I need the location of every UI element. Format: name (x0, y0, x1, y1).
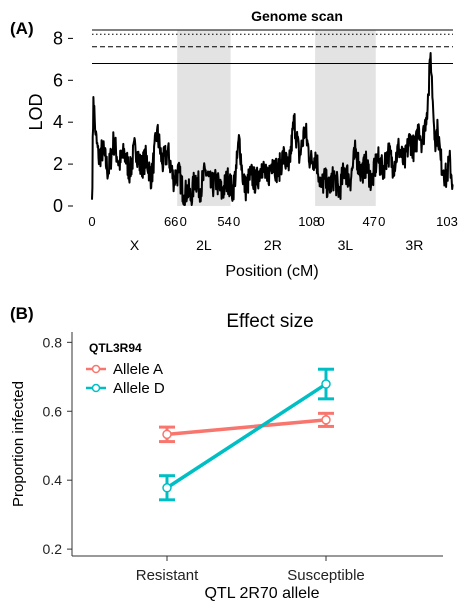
legend-item-allele-a: Allele A (86, 361, 163, 378)
legend-item-allele-d: Allele D (86, 380, 165, 397)
chromosome-label: 2L (196, 237, 212, 253)
x-tick-label: 54 (217, 214, 231, 229)
threshold-lines (92, 33, 453, 65)
y-tick-label: 4 (53, 112, 63, 132)
x-tick-label: 66 (164, 214, 178, 229)
panel-b-legend: QTL3R94 Allele A Allele D (86, 341, 165, 397)
y-tick-label: 0 (53, 196, 63, 216)
y-tick-label: 0.2 (43, 541, 63, 557)
y-tick-label: 6 (53, 70, 63, 90)
series-line (166, 418, 327, 437)
panel-a-label: (A) (10, 19, 34, 38)
lod-profile-line (91, 52, 454, 206)
legend-label: Allele A (113, 361, 163, 378)
panel-a-title: Genome scan (251, 8, 343, 24)
panel-b-title: Effect size (226, 311, 313, 332)
chromosome-shading (177, 30, 376, 206)
panel-b-label: (B) (10, 304, 34, 323)
panel-b-x-axis-title: QTL 2R70 allele (204, 585, 319, 602)
x-tick-label: 0 (233, 214, 240, 229)
x-tick-label: 103 (436, 214, 458, 229)
data-point (162, 483, 172, 493)
x-tick-label: Susceptible (287, 567, 365, 584)
legend-key-point (91, 383, 101, 393)
chromosome-label: X (130, 237, 140, 253)
y-tick-label: 0.6 (43, 403, 63, 419)
panel-b-series (159, 367, 334, 502)
x-tick-label: 47 (363, 214, 377, 229)
panel-b: (B) Effect size 0.2 0.4 0.6 0.8 Resistant Su… (10, 304, 443, 602)
series-allele-a (159, 411, 334, 444)
x-tick-label: 108 (298, 214, 320, 229)
x-tick-label: 0 (378, 214, 385, 229)
legend-title: QTL3R94 (89, 341, 142, 355)
panel-a-y-axis-title: LOD (26, 93, 46, 130)
y-tick-label: 0.4 (43, 472, 63, 488)
data-point (321, 379, 331, 389)
panel-b-y-axis-title: Proportion infected (10, 381, 27, 507)
panel-b-x-axis: Resistant Susceptible (136, 556, 365, 584)
y-tick-label: 0.8 (43, 334, 63, 350)
series-line (166, 382, 327, 490)
panel-a-x-axis-title: Position (cM) (225, 263, 318, 280)
series-allele-d (159, 367, 334, 502)
y-tick-label: 8 (53, 28, 63, 48)
panel-a-y-axis: 0 2 4 6 8 (53, 28, 73, 216)
data-point (321, 415, 331, 425)
panel-b-y-axis: 0.2 0.4 0.6 0.8 (43, 334, 72, 557)
y-tick-label: 2 (53, 154, 63, 174)
chromosome-label: 3L (338, 237, 354, 253)
legend-label: Allele D (113, 380, 165, 397)
x-tick-label: 0 (180, 214, 187, 229)
chromosome-label: 3R (405, 237, 423, 253)
chromosome-label: 2R (264, 237, 282, 253)
x-tick-label: 0 (88, 214, 95, 229)
data-point (162, 429, 172, 440)
legend-key-point (91, 364, 101, 374)
x-tick-label: Resistant (136, 567, 199, 584)
x-tick-label: 0 (317, 214, 324, 229)
